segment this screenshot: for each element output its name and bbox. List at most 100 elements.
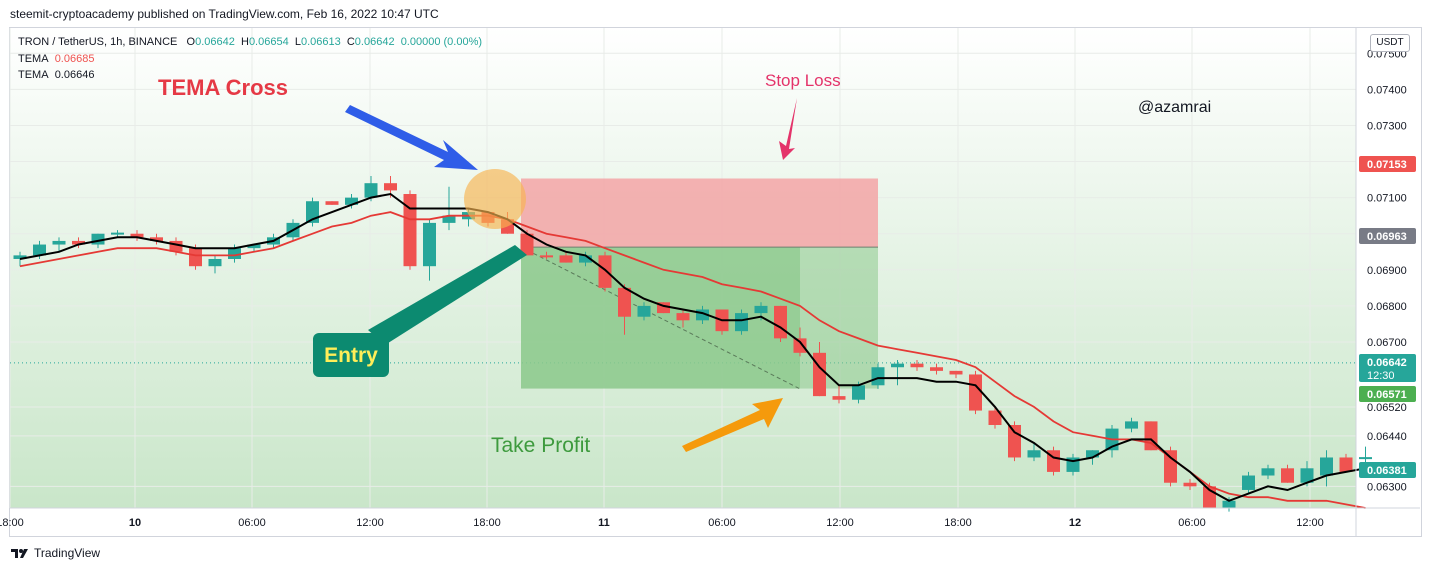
candle-body (618, 287, 631, 317)
candle-body (1008, 424, 1021, 458)
price-axis[interactable]: 0.075000.074000.073000.072000.071000.070… (1355, 28, 1416, 536)
candle-body (793, 338, 807, 353)
tema-2-value: 0.06646 (54, 69, 95, 81)
candle-body (988, 410, 1002, 425)
price-tag-value: 0.06571 (1367, 389, 1407, 401)
y-tick-label: 0.06440 (1367, 431, 1407, 443)
x-tick-label: 11 (598, 517, 610, 529)
ohlc-close-label: C (346, 36, 355, 48)
candle (1027, 443, 1041, 462)
price-tag-bg (1359, 462, 1416, 478)
candle (325, 201, 339, 205)
ohlc-open-value: 0.06642 (195, 36, 235, 48)
price-tag-bg (1359, 354, 1416, 382)
candle (1242, 471, 1255, 494)
candle (598, 251, 612, 292)
candle-body (930, 367, 943, 371)
candle-body (969, 374, 982, 411)
candle (247, 244, 261, 252)
candle (637, 302, 651, 321)
x-tick-label: 12:00 (1296, 517, 1324, 529)
candle-body (754, 305, 768, 314)
candle (696, 305, 709, 324)
tema-legend-1[interactable]: TEMA 0.06685 (18, 53, 94, 65)
candle-body (696, 309, 709, 321)
price-tag: 0.06963 (1359, 228, 1416, 244)
candle (1359, 446, 1372, 465)
candle (72, 237, 85, 249)
candle-body (208, 258, 222, 267)
x-tick-label: 18:00 (944, 517, 972, 529)
price-tag-countdown: 12:30 (1367, 370, 1395, 382)
candle (657, 302, 670, 314)
candle-body (189, 248, 202, 267)
x-tick-label: 06:00 (238, 517, 266, 529)
x-tick-label: 18:00 (0, 517, 24, 529)
candle (1222, 497, 1236, 512)
candle-body (111, 232, 124, 235)
y-tick-label: 0.06520 (1367, 402, 1407, 414)
candle (579, 251, 592, 267)
candle-body (832, 396, 846, 400)
take-profit-label: Take Profit (491, 434, 590, 457)
candle-body (52, 240, 66, 245)
y-tick-label: 0.07400 (1367, 84, 1407, 96)
candle-body (1300, 468, 1314, 483)
price-tag: 0.07153 (1359, 156, 1416, 172)
candle-body (33, 244, 46, 256)
candle (1339, 453, 1353, 472)
candle (1320, 450, 1333, 487)
candle-body (364, 183, 378, 198)
candle-body (247, 244, 261, 249)
x-tick-label: 12 (1069, 517, 1081, 529)
candle (423, 219, 436, 281)
tema-legend-2[interactable]: TEMA 0.06646 (18, 69, 94, 81)
candle (345, 194, 358, 209)
entry-arrow (368, 245, 527, 345)
candle (1281, 464, 1294, 483)
candle-body (774, 305, 787, 339)
candle (930, 363, 943, 375)
candle-body (1242, 475, 1255, 490)
candle-body (1320, 457, 1333, 476)
candle (969, 370, 982, 415)
tema-1-value: 0.06685 (54, 53, 95, 65)
author-label: @azamrai (1138, 99, 1211, 116)
candle-body (72, 240, 85, 245)
stop-loss-label: Stop Loss (765, 71, 841, 90)
price-tag-value: 0.06381 (1367, 465, 1407, 477)
annotations: TEMA Cross Stop Loss @azamrai Entry Take Pro… (158, 71, 1211, 457)
price-tag-value: 0.06963 (1367, 231, 1407, 243)
candle-body (325, 201, 339, 205)
y-tick-label: 0.06700 (1367, 337, 1407, 349)
price-tag: 0.06381 (1359, 462, 1416, 478)
ohlc-high-label: H (240, 36, 249, 48)
candle (735, 309, 748, 335)
candle-body (540, 255, 553, 258)
time-axis[interactable]: 18:00 10 06:00 12:00 18:00 11 06:00 12:00 18:00 1… (0, 507, 1420, 529)
candle-body (13, 255, 27, 259)
tema-2-label: TEMA (18, 69, 49, 81)
y-tick-label: 0.07300 (1367, 120, 1407, 132)
candle-body (384, 183, 397, 191)
currency-button[interactable]: USDT (1370, 34, 1410, 52)
candle (988, 406, 1002, 429)
candle-body (852, 385, 865, 400)
ohlc-close-value: 0.06642 (354, 36, 395, 48)
candle (832, 385, 846, 404)
ohlc-change: 0.00000 (0.00%) (400, 36, 483, 48)
footer: TradingView (10, 546, 100, 560)
candle (910, 360, 924, 371)
candle-body (871, 367, 885, 386)
price-tag-bg (1359, 386, 1416, 402)
candle-body (891, 363, 904, 368)
candle-body (949, 370, 963, 375)
candle (1164, 446, 1177, 487)
tema-fast-line (19, 192, 1366, 502)
candle (208, 255, 222, 274)
publish-attribution: steemit-cryptoacademy published on Tradi… (10, 7, 439, 21)
candle (891, 360, 904, 386)
candle-body (637, 305, 651, 317)
